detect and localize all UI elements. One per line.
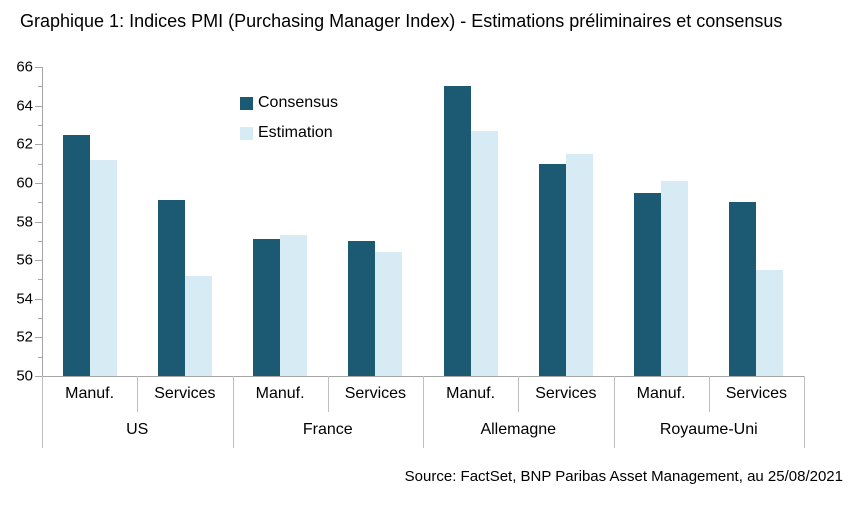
y-axis-label: 52: [16, 328, 33, 346]
category-label-allemagne-services: Services: [535, 385, 597, 402]
y-axis-label: 60: [16, 174, 33, 192]
group-separator-line: [423, 376, 424, 448]
group-label-allemagne: Allemagne: [480, 421, 557, 438]
y-axis-tick: [38, 202, 42, 204]
y-axis-tick: [35, 260, 42, 262]
group-label-royaume-uni: Royaume-Uni: [659, 421, 758, 438]
y-axis-tick: [38, 86, 42, 88]
category-label-us-services: Services: [154, 385, 216, 402]
bar-estimation-allemagne-services: [565, 153, 593, 376]
y-axis-label: 58: [16, 213, 33, 230]
y-axis-tick: [38, 279, 42, 281]
y-axis-tick: [35, 67, 42, 68]
bar-consensus-france-services: [348, 240, 376, 376]
bar-estimation-us-manuf: [89, 159, 117, 376]
category-label-royaume-uni-manuf: Manuf.: [636, 385, 686, 402]
legend-swatch-consensus: [240, 96, 253, 110]
y-axis-label: 62: [16, 135, 33, 153]
group-separator-line: [804, 376, 805, 448]
bar-estimation-france-services: [375, 252, 403, 376]
y-axis: 50 52 54 56 58 60 62 64 66: [16, 59, 43, 385]
bar-estimation-royaume-uni-services: [756, 269, 784, 376]
category-label-royaume-uni-services: Services: [725, 385, 788, 402]
category-label-allemagne-manuf: Manuf.: [446, 385, 496, 402]
category-separator-line: [708, 376, 710, 412]
y-axis-tick: [38, 356, 42, 358]
category-separator-line: [518, 376, 520, 412]
bars-layer: [42, 67, 804, 376]
y-axis-tick: [35, 337, 42, 339]
y-axis-tick: [38, 240, 42, 242]
category-axis: Manuf. Services Manuf. Services Manuf. Servic…: [42, 376, 805, 448]
bar-consensus-us-manuf: [62, 134, 90, 376]
y-axis-line: [42, 67, 43, 376]
legend-swatch-estimation: [240, 126, 253, 140]
bar-consensus-royaume-uni-services: [729, 202, 757, 376]
y-axis-tick: [35, 376, 42, 377]
y-axis-tick: [38, 163, 42, 165]
category-separator-line: [327, 376, 329, 412]
y-axis-tick: [38, 124, 42, 126]
legend-item-consensus: Consensus: [240, 94, 339, 111]
y-axis-tick: [35, 144, 42, 146]
y-axis-label: 66: [16, 58, 33, 76]
legend: Consensus Estimation: [240, 94, 339, 156]
group-label-france: France: [302, 421, 353, 438]
group-separator-line: [613, 376, 615, 448]
source-note: Source: FactSet, BNP Paribas Asset Manag…: [404, 468, 843, 485]
bar-estimation-allemagne-manuf: [470, 130, 498, 376]
bar-estimation-us-services: [184, 275, 212, 376]
legend-label-estimation: Estimation: [258, 124, 333, 141]
y-axis-tick: [35, 182, 42, 184]
category-label-us-manuf: Manuf.: [65, 385, 115, 402]
plot-area: 50 52 54 56 58 60 62 64 66: [16, 59, 804, 385]
group-separator-line: [232, 376, 234, 448]
bar-estimation-royaume-uni-manuf: [661, 180, 689, 376]
y-axis-tick: [35, 221, 42, 223]
legend-label-consensus: Consensus: [258, 94, 339, 111]
y-axis-tick: [35, 105, 42, 107]
y-axis-label: 56: [16, 251, 33, 269]
category-label-france-manuf: Manuf.: [255, 385, 305, 402]
y-axis-tick: [38, 318, 42, 320]
group-label-us: US: [126, 421, 149, 438]
chart-title: Graphique 1: Indices PMI (Purchasing Man…: [20, 11, 783, 31]
bar-consensus-us-services: [157, 200, 185, 376]
bar-consensus-royaume-uni-manuf: [634, 192, 662, 376]
group-separator-line: [42, 376, 43, 448]
y-axis-label: 54: [16, 290, 33, 308]
legend-item-estimation: Estimation: [240, 124, 338, 141]
bar-consensus-france-manuf: [253, 238, 281, 376]
category-separator-line: [137, 376, 139, 412]
category-label-france-services: Services: [344, 385, 407, 402]
y-axis-label: 64: [16, 97, 33, 115]
bar-consensus-allemagne-manuf: [443, 86, 471, 376]
y-axis-label: 50: [16, 367, 33, 385]
bar-consensus-allemagne-services: [538, 163, 566, 376]
bar-estimation-france-manuf: [280, 235, 308, 376]
y-axis-tick: [35, 298, 42, 300]
